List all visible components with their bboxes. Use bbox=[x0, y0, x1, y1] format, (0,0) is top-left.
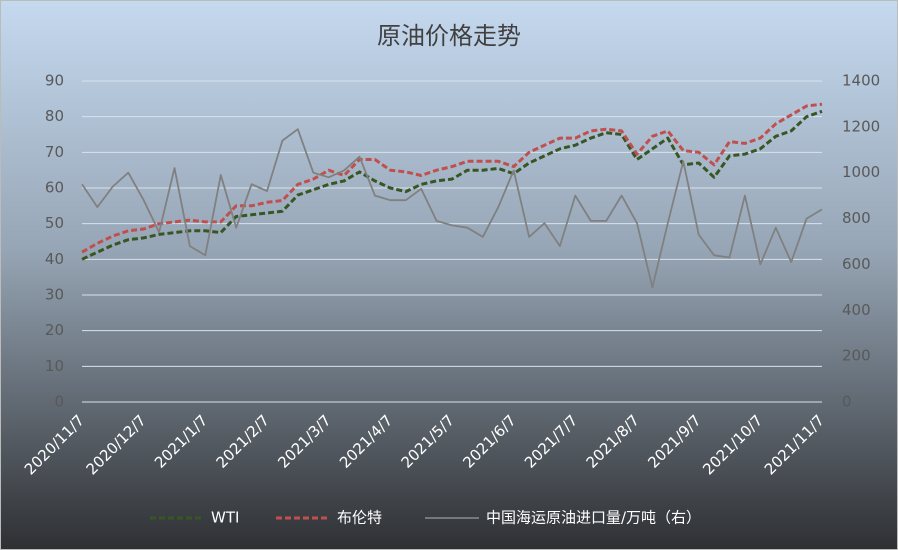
y2-tick-label: 0 bbox=[842, 393, 852, 411]
series-line bbox=[81, 102, 823, 254]
y2-tick-label: 800 bbox=[842, 209, 871, 227]
series-line bbox=[81, 109, 823, 261]
y-tick-label: 80 bbox=[45, 107, 64, 125]
legend-label: 布伦特 bbox=[337, 509, 382, 527]
y-tick-label: 30 bbox=[45, 286, 64, 304]
legend-label: WTI bbox=[211, 509, 239, 527]
legend-label: 中国海运原油进口量/万吨（右） bbox=[486, 509, 701, 527]
y-tick-label: 20 bbox=[45, 321, 64, 339]
y2-tick-label: 1200 bbox=[842, 117, 880, 135]
y-tick-label: 40 bbox=[45, 250, 64, 268]
y-tick-label: 10 bbox=[45, 357, 64, 375]
series-line bbox=[81, 128, 823, 289]
y-tick-label: 60 bbox=[45, 179, 64, 197]
y2-tick-label: 200 bbox=[842, 347, 871, 365]
y-tick-label: 70 bbox=[45, 143, 64, 161]
y2-tick-label: 400 bbox=[842, 301, 871, 319]
chart-title: 原油价格走势 bbox=[377, 22, 521, 50]
y2-tick-label: 1400 bbox=[842, 72, 880, 90]
y2-tick-label: 600 bbox=[842, 255, 871, 273]
y2-tick-label: 1000 bbox=[842, 163, 880, 181]
y-tick-label: 50 bbox=[45, 214, 64, 232]
y-tick-label: 90 bbox=[45, 72, 64, 90]
y-tick-label: 0 bbox=[54, 393, 64, 411]
